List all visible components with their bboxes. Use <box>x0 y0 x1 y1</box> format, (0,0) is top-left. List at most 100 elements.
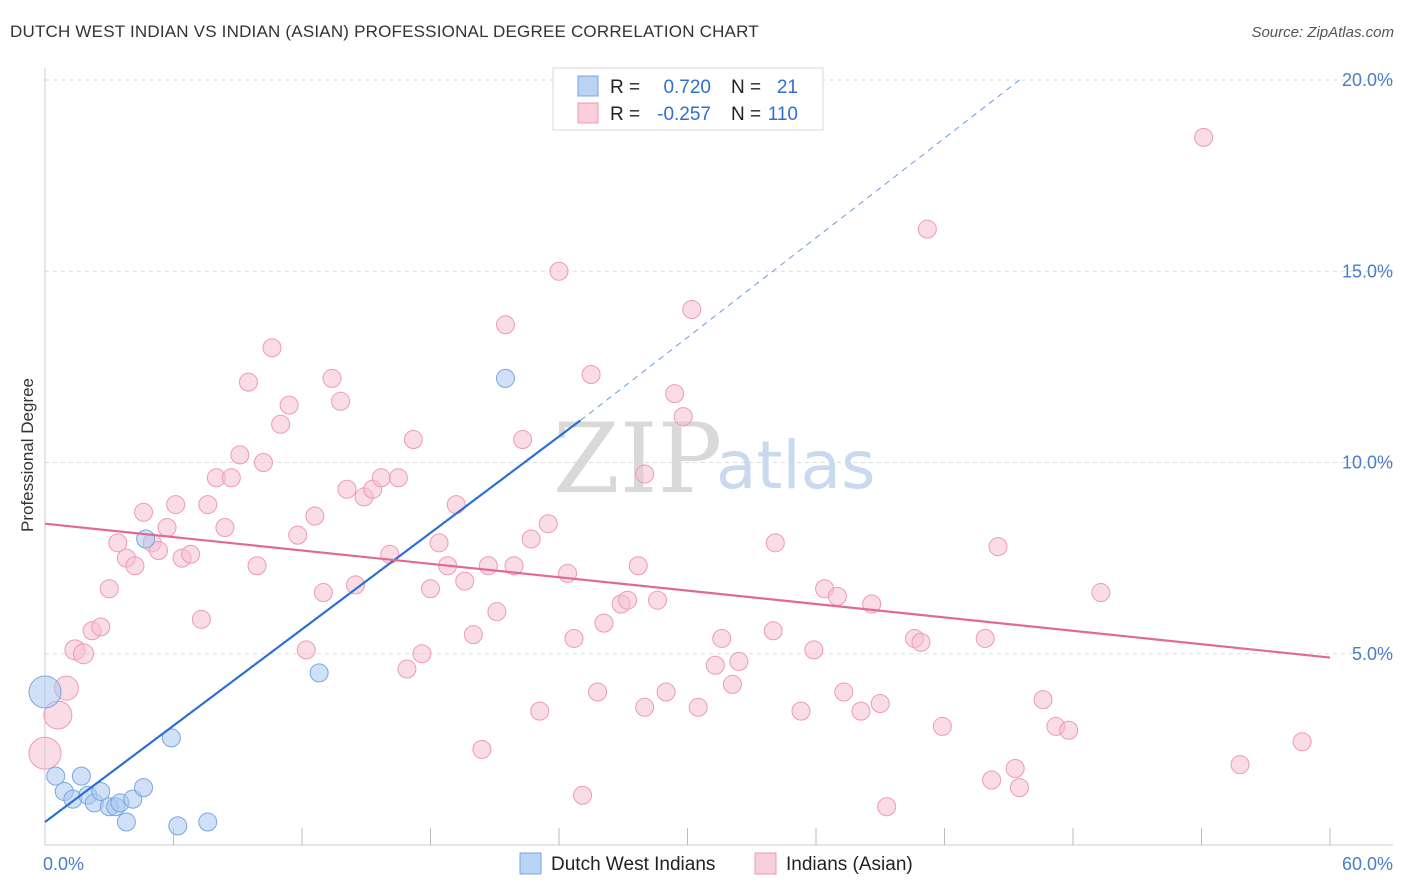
indians-asian-point-17 <box>181 544 201 564</box>
indians-asian-point-96 <box>917 219 937 239</box>
indians-asian-point-81 <box>722 674 742 694</box>
indians-asian-point-24 <box>238 372 258 392</box>
indians-asian-point-65 <box>581 365 601 385</box>
indians-asian-point-53 <box>478 556 498 576</box>
indians-asian-point-82 <box>729 651 749 671</box>
legend-n-value-1: 21 <box>777 77 798 98</box>
y-axis-title: Professional Degree <box>18 378 37 532</box>
indians-asian-point-40 <box>371 468 391 488</box>
dutch-west-indians-point-13 <box>134 778 154 798</box>
watermark: ZIP atlas <box>553 403 876 515</box>
indians-asian-point-97 <box>932 716 952 736</box>
legend-bottom-swatch-pink <box>754 852 777 875</box>
indians-asian-point-80 <box>712 628 732 648</box>
indians-asian-point-55 <box>495 315 515 335</box>
indians-asian-point-61 <box>549 261 569 281</box>
indians-asian-point-98 <box>975 628 995 648</box>
indians-asian-point-18 <box>191 609 211 629</box>
stats-legend: R = 0.720 N = 21 R = -0.257 N = 110 <box>552 67 824 131</box>
indians-asian-point-31 <box>296 640 316 660</box>
chart-title: DUTCH WEST INDIAN VS INDIAN (ASIAN) PROF… <box>10 22 759 41</box>
watermark-zip: ZIP <box>553 403 722 515</box>
indians-asian-point-63 <box>564 628 584 648</box>
indians-asian-point-59 <box>530 701 550 721</box>
indians-asian-point-34 <box>322 368 342 388</box>
legend-r-label-1: R = <box>610 77 640 98</box>
indians-asian-point-30 <box>288 525 308 545</box>
dutch-west-indians-point-1 <box>46 766 66 786</box>
legend-bottom-label-blue: Dutch West Indians <box>551 854 715 875</box>
indians-asian-point-4 <box>73 643 95 665</box>
indians-asian-point-43 <box>397 659 417 679</box>
indians-asian-point-69 <box>618 590 638 610</box>
indians-asian-point-71 <box>635 464 655 484</box>
indians-asian-point-45 <box>412 644 432 664</box>
dutch-west-indians-point-19 <box>495 368 515 388</box>
legend-n-label-2: N = <box>731 104 761 125</box>
indians-asian-point-50 <box>455 571 475 591</box>
indians-asian-point-51 <box>463 625 483 645</box>
series-indians-asian-points <box>28 127 1312 817</box>
indians-asian-point-60 <box>538 514 558 534</box>
grid-lines <box>45 79 1393 655</box>
indians-asian-point-74 <box>656 682 676 702</box>
indians-asian-point-76 <box>673 407 693 427</box>
indians-asian-point-108 <box>1230 755 1250 775</box>
dutch-west-indians-point-16 <box>168 816 188 836</box>
indians-asian-point-19 <box>198 495 218 515</box>
indians-asian-point-66 <box>588 682 608 702</box>
indians-asian-point-52 <box>472 739 492 759</box>
indians-asian-point-10 <box>125 556 145 576</box>
dutch-west-indians-point-11 <box>116 812 136 832</box>
x-tick-label-0: 0.0% <box>43 854 84 874</box>
legend-n-label-1: N = <box>731 77 761 98</box>
indians-asian-point-84 <box>765 533 785 553</box>
indians-asian-point-47 <box>429 533 449 553</box>
watermark-atlas: atlas <box>716 427 876 504</box>
indians-asian-point-95 <box>911 632 931 652</box>
indians-asian-point-109 <box>1292 732 1312 752</box>
legend-bottom-swatch-blue <box>519 852 542 875</box>
indians-asian-point-101 <box>1005 759 1025 778</box>
dutch-west-indians-point-18 <box>309 663 329 683</box>
indians-asian-point-78 <box>688 697 708 717</box>
indians-asian-point-21 <box>215 518 235 538</box>
indians-asian-point-44 <box>403 430 423 450</box>
indians-asian-point-103 <box>1033 690 1053 710</box>
dutch-west-indians-point-17 <box>198 812 218 832</box>
indians-asian-point-54 <box>487 602 507 622</box>
indians-asian-point-83 <box>763 621 783 641</box>
indians-asian-point-23 <box>230 445 250 465</box>
series-dutch-west-indians-points <box>28 368 515 836</box>
indians-asian-point-28 <box>271 414 291 434</box>
indians-asian-point-15 <box>166 495 186 515</box>
legend-swatch-pink <box>577 102 599 124</box>
indians-asian-point-7 <box>99 579 119 599</box>
legend-bottom-label-pink: Indians (Asian) <box>786 854 913 875</box>
indians-asian-point-49 <box>446 495 466 515</box>
indians-asian-point-11 <box>134 502 154 522</box>
legend-swatch-blue <box>577 75 599 97</box>
indians-asian-point-90 <box>851 701 871 721</box>
y-tick-label-10: 10.0% <box>1342 453 1393 473</box>
indians-asian-point-88 <box>827 586 847 606</box>
indians-asian-point-22 <box>221 468 241 488</box>
dutch-west-indians-point-0 <box>28 675 62 709</box>
trend-line-dutch-west-indians-extension <box>580 79 1020 421</box>
trend-line-dutch-west-indians <box>44 419 582 823</box>
series-legend: Dutch West Indians Indians (Asian) <box>519 852 913 875</box>
indians-asian-point-57 <box>513 430 533 450</box>
indians-asian-point-99 <box>982 770 1002 790</box>
dutch-west-indians-point-4 <box>71 766 91 786</box>
indians-asian-point-73 <box>648 590 668 610</box>
indians-asian-point-67 <box>594 613 614 633</box>
indians-asian-point-42 <box>388 468 408 488</box>
dutch-west-indians-point-7 <box>91 781 111 801</box>
indians-asian-point-77 <box>682 300 702 319</box>
tick-labels: 5.0% 10.0% 15.0% 20.0% 0.0% 60.0% <box>43 70 1393 874</box>
trend-line-indians-asian <box>44 522 1331 659</box>
indians-asian-point-86 <box>804 640 824 660</box>
legend-r-value-2: -0.257 <box>657 104 711 125</box>
trend-lines <box>44 79 1331 823</box>
indians-asian-point-35 <box>331 391 351 411</box>
